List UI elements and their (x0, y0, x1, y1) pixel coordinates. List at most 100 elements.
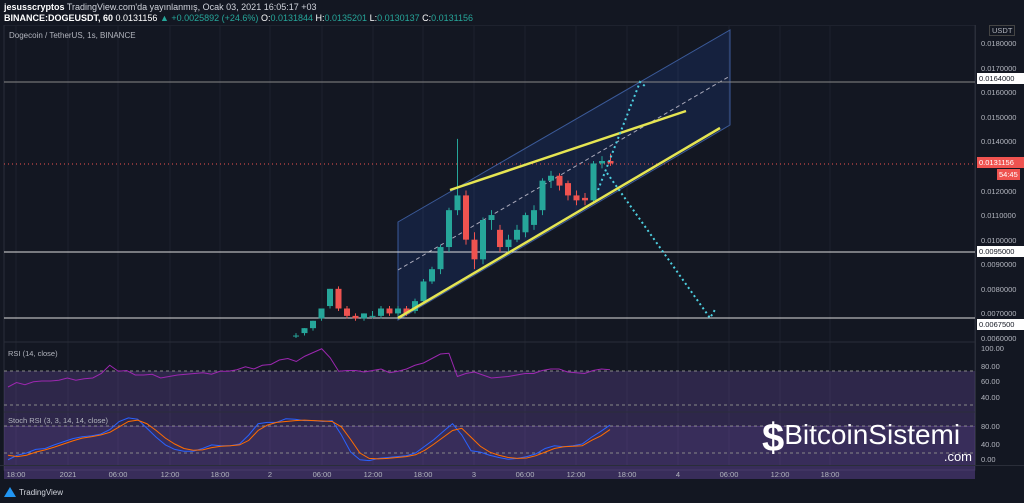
candle-body (488, 215, 495, 220)
candle-body (599, 161, 605, 164)
h-label: H: (315, 13, 325, 23)
bar-countdown: 54:45 (997, 169, 1020, 180)
time-tick: 18:00 (617, 470, 637, 479)
candle (327, 288, 333, 309)
candle (369, 310, 376, 319)
candle-body (310, 320, 316, 329)
level-tag-00675: 0.0067500 (977, 319, 1024, 330)
publish-date: TradingView.com'da yayınlanmış, Ocak 03,… (66, 2, 317, 12)
candle-body (590, 163, 597, 201)
candle-body (293, 335, 299, 337)
trendline-lower[interactable] (397, 126, 721, 320)
rsi-axis-80: 80.00 (981, 362, 1000, 371)
candle (293, 333, 299, 338)
candle-body (573, 195, 580, 201)
candle (505, 234, 512, 252)
open-value: 0.0131844 (270, 13, 313, 23)
stoch-axis-80: 80.00 (981, 422, 1000, 431)
price-tick: 0.0180000 (981, 39, 1017, 48)
candle-body (327, 288, 333, 307)
time-tick: 06:00 (312, 470, 332, 479)
candle (420, 279, 427, 304)
trendline-upper[interactable] (449, 109, 687, 192)
candle (395, 306, 401, 316)
time-tick: 12:00 (770, 470, 790, 479)
candle (463, 190, 469, 245)
candle (539, 178, 546, 216)
candle-body (607, 161, 614, 164)
candle-body (395, 308, 401, 314)
chart-canvas[interactable] (0, 25, 1024, 480)
candle-body (378, 308, 384, 316)
candle (471, 232, 478, 270)
pane-title: Dogecoin / TetherUS, 1s, BINANCE (9, 31, 136, 40)
candle (412, 298, 418, 314)
price-tick: 0.0140000 (981, 137, 1017, 147)
change: ▲ +0.0025892 (+24.6%) (159, 13, 259, 23)
low-value: 0.0130137 (377, 13, 420, 23)
price-tick: 0.0120000 (981, 186, 1017, 196)
candle (590, 161, 597, 203)
high-value: 0.0135201 (324, 13, 368, 23)
projection-down-arrow[interactable] (606, 172, 717, 320)
price-tick: 0.0160000 (981, 88, 1017, 98)
time-tick: 3 (471, 470, 477, 479)
time-tick: 12:00 (363, 470, 383, 479)
candle (480, 217, 486, 265)
author[interactable]: jesusscryptos (4, 2, 65, 12)
candle (599, 156, 605, 169)
axis-separator (975, 25, 976, 465)
channel-midline (397, 75, 731, 271)
candle-body (446, 210, 452, 248)
projection-up-arrow[interactable] (597, 80, 647, 191)
candle-body (352, 315, 359, 319)
time-axis-border (0, 465, 1024, 466)
candle-body (412, 301, 418, 311)
candle-body (514, 229, 520, 240)
candle-body (386, 308, 393, 314)
time-tick: 18:00 (6, 470, 26, 479)
brand-label: TradingView (19, 487, 64, 497)
candle-body (522, 215, 529, 233)
time-tick: 12:00 (566, 470, 586, 479)
candle-body (420, 281, 427, 302)
tradingview-logo[interactable]: TradingView (4, 487, 63, 497)
candle-body (301, 328, 308, 334)
l-label: L: (369, 13, 378, 23)
candle-body (344, 308, 350, 316)
last-price: 0.0131156 (115, 13, 158, 23)
watermark-logo: $ BitcoinSistemi .com (762, 418, 974, 466)
candle (310, 320, 316, 331)
stoch-title: Stoch RSI (3, 3, 14, 14, close) (8, 416, 109, 425)
candle (301, 328, 308, 336)
candle (531, 205, 537, 230)
candle-body (548, 175, 554, 181)
grid (15, 25, 831, 465)
candle (514, 224, 520, 243)
rsi-line (7, 348, 611, 388)
price-tick: 0.0100000 (981, 235, 1017, 245)
time-tick: 18:00 (210, 470, 230, 479)
time-tick: 2021 (59, 470, 77, 479)
candle-body (480, 220, 486, 260)
candle (582, 192, 588, 206)
candle (454, 138, 461, 216)
c-label: C: (422, 13, 432, 23)
price-tick: 0.0090000 (981, 260, 1017, 270)
candle-body (582, 197, 588, 201)
candle (497, 224, 503, 252)
level-tag-0095: 0.0095000 (977, 246, 1024, 257)
price-tick: 0.0060000 (981, 334, 1017, 343)
candle-body (335, 288, 342, 309)
close-value: 0.0131156 (431, 13, 474, 23)
candle (378, 306, 384, 319)
candle-body (556, 175, 563, 186)
candle-body (497, 229, 503, 248)
rsi-axis-40: 40.00 (981, 393, 1000, 402)
price-tick: 0.0110000 (981, 211, 1016, 221)
time-tick: 18:00 (820, 470, 840, 479)
candle-body (361, 313, 367, 319)
candle (556, 173, 563, 191)
candle (573, 190, 580, 206)
rsi-axis-100: 100.00 (981, 344, 1004, 353)
